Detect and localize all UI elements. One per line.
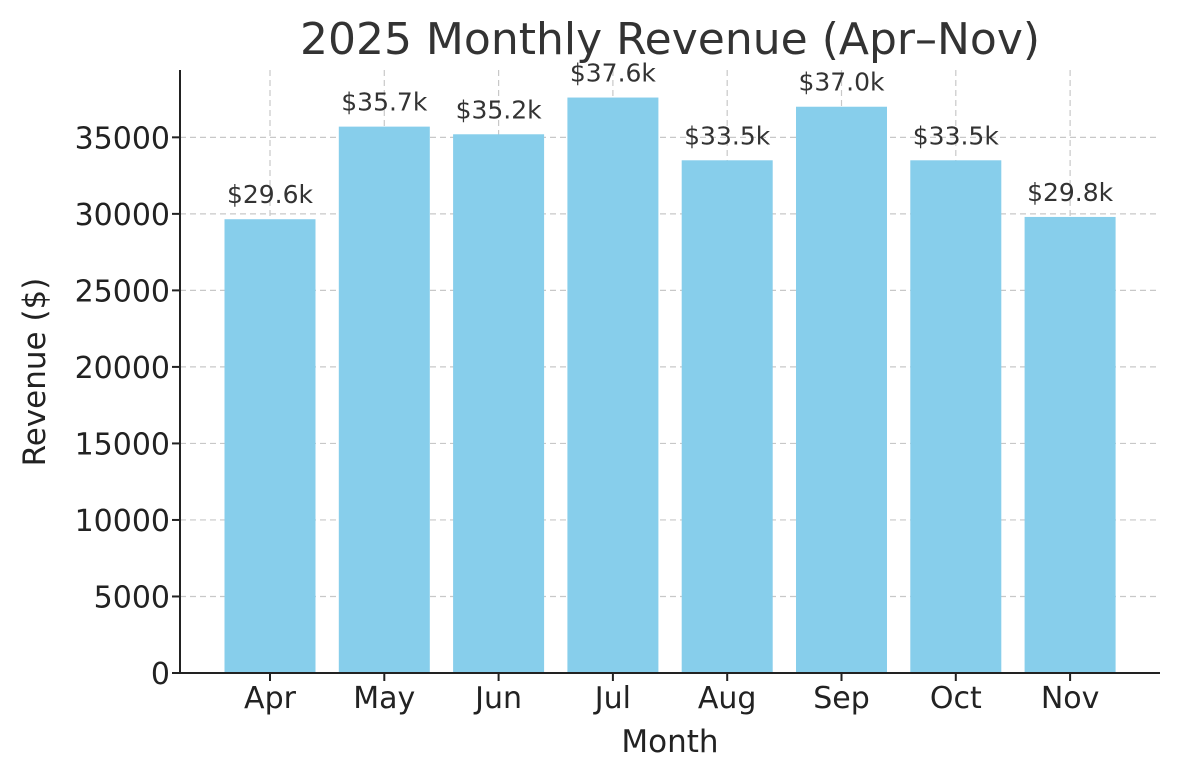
x-tick-label-apr: Apr bbox=[244, 681, 297, 716]
y-tick-label: 15000 bbox=[75, 427, 170, 462]
y-tick-label: 30000 bbox=[75, 198, 170, 233]
data-label-oct: $33.5k bbox=[913, 121, 1000, 150]
bar-jun bbox=[453, 134, 545, 674]
y-axis-label: Revenue ($) bbox=[17, 278, 53, 467]
data-label-jun: $35.2k bbox=[456, 95, 543, 124]
grid-layer bbox=[180, 70, 1160, 673]
x-tick-label-may: May bbox=[353, 681, 415, 716]
data-label-sep: $37.0k bbox=[798, 68, 885, 97]
data-label-nov: $29.8k bbox=[1027, 178, 1114, 207]
bar-jul bbox=[567, 97, 659, 674]
y-tick-label: 20000 bbox=[75, 351, 170, 386]
x-tick-label-sep: Sep bbox=[813, 681, 870, 716]
x-tick-label-nov: Nov bbox=[1041, 681, 1100, 716]
data-label-aug: $33.5k bbox=[684, 121, 771, 150]
bar-sep bbox=[796, 106, 887, 674]
data-label-apr: $29.6k bbox=[227, 180, 314, 209]
bar-apr bbox=[224, 219, 316, 673]
bar-may bbox=[338, 126, 430, 674]
x-tick-label-jul: Jul bbox=[593, 681, 631, 716]
x-axis-label: Month bbox=[621, 724, 718, 760]
axis-layer bbox=[172, 70, 1160, 681]
x-tick-label-oct: Oct bbox=[930, 681, 982, 716]
bar-oct bbox=[910, 160, 1002, 674]
data-label-jul: $37.6k bbox=[570, 59, 657, 88]
x-tick-label-aug: Aug bbox=[698, 681, 757, 716]
data-label-may: $35.7k bbox=[341, 88, 428, 117]
y-tick-label: 5000 bbox=[94, 580, 170, 615]
y-tick-label: 25000 bbox=[75, 274, 170, 309]
chart-title: 2025 Monthly Revenue (Apr–Nov) bbox=[300, 14, 1040, 65]
bar-layer bbox=[224, 97, 1116, 674]
x-tick-label-jun: Jun bbox=[473, 681, 522, 716]
y-tick-label: 0 bbox=[151, 657, 170, 692]
bar-aug bbox=[681, 160, 773, 674]
label-layer: 0 5000 10000 15000 20000 25000 30000 35000 Apr Ma… bbox=[75, 59, 1114, 716]
y-tick-label: 10000 bbox=[75, 504, 170, 539]
bar-nov bbox=[1024, 216, 1116, 673]
y-tick-label: 35000 bbox=[75, 121, 170, 156]
